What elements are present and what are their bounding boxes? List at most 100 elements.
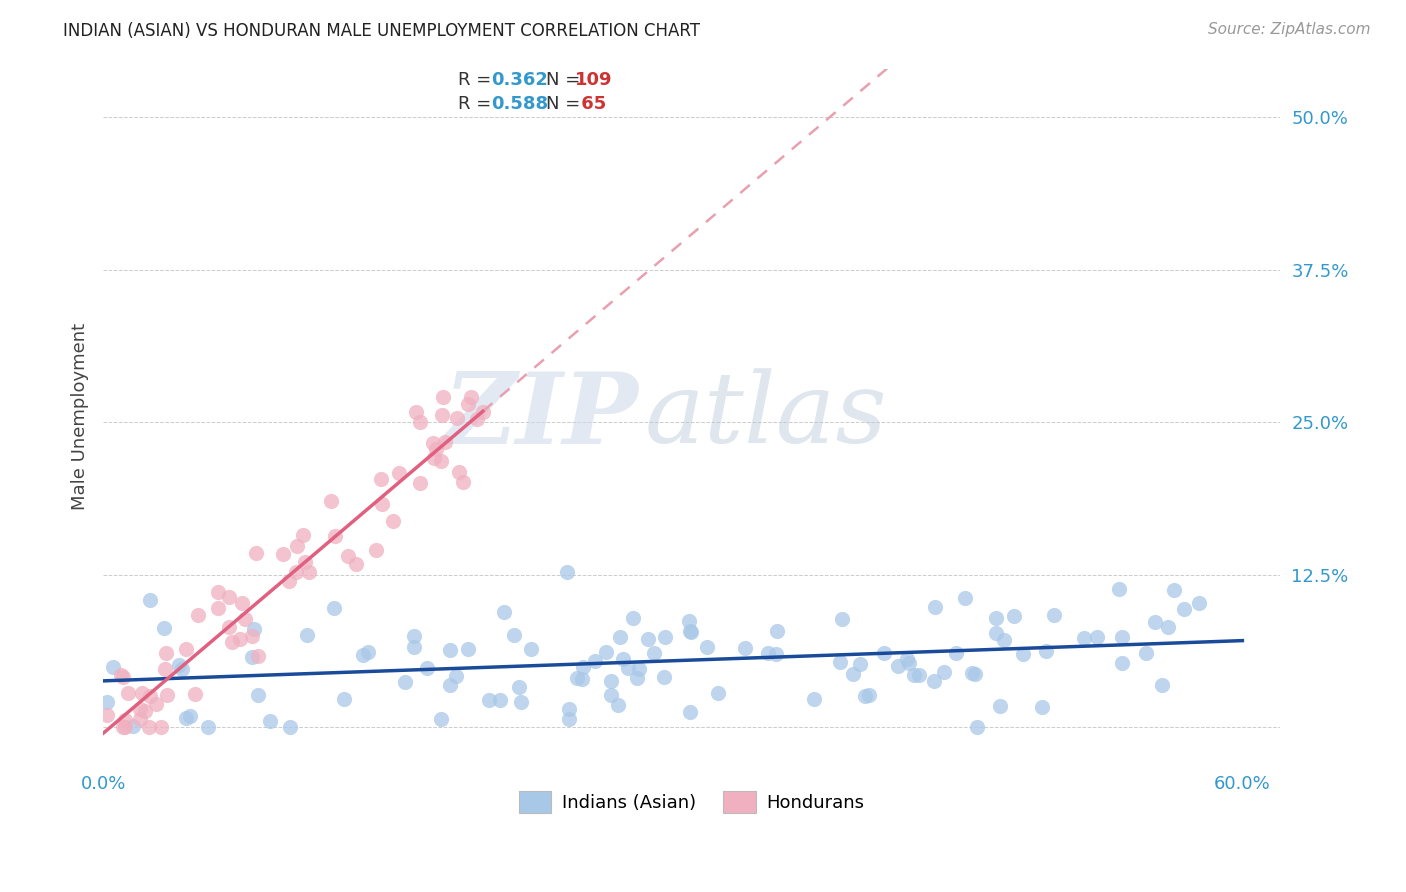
- Text: INDIAN (ASIAN) VS HONDURAN MALE UNEMPLOYMENT CORRELATION CHART: INDIAN (ASIAN) VS HONDURAN MALE UNEMPLOY…: [63, 22, 700, 40]
- Point: [681, 625, 703, 640]
- Point: [637, 632, 659, 646]
- Point: [432, 391, 454, 405]
- Point: [609, 630, 631, 644]
- Point: [1073, 631, 1095, 645]
- Point: [842, 666, 865, 681]
- Point: [984, 611, 1007, 625]
- Point: [233, 611, 256, 625]
- Point: [960, 665, 983, 680]
- Point: [221, 634, 243, 648]
- Point: [332, 692, 354, 706]
- Text: R =: R =: [458, 71, 498, 89]
- Point: [934, 665, 956, 679]
- Point: [167, 658, 190, 673]
- Point: [430, 712, 453, 726]
- Point: [153, 622, 176, 636]
- Point: [471, 405, 494, 419]
- Point: [922, 674, 945, 689]
- Point: [583, 654, 606, 668]
- Point: [371, 497, 394, 511]
- Point: [174, 641, 197, 656]
- Point: [128, 702, 150, 716]
- Point: [231, 595, 253, 609]
- Point: [298, 565, 321, 579]
- Point: [409, 416, 432, 430]
- Point: [111, 720, 134, 734]
- Point: [117, 686, 139, 700]
- Point: [323, 600, 346, 615]
- Point: [139, 593, 162, 607]
- Point: [295, 628, 318, 642]
- Point: [134, 704, 156, 718]
- Point: [247, 648, 270, 663]
- Point: [425, 442, 447, 456]
- Point: [370, 472, 392, 486]
- Point: [510, 695, 533, 709]
- Point: [924, 600, 946, 615]
- Point: [229, 632, 252, 646]
- Point: [240, 649, 263, 664]
- Point: [1085, 630, 1108, 644]
- Point: [352, 648, 374, 662]
- Point: [1150, 678, 1173, 692]
- Point: [984, 626, 1007, 640]
- Point: [600, 688, 623, 702]
- Text: 0.362: 0.362: [491, 71, 547, 89]
- Point: [494, 605, 516, 619]
- Point: [150, 720, 173, 734]
- Point: [679, 705, 702, 719]
- Point: [1144, 615, 1167, 629]
- Point: [896, 652, 918, 666]
- Point: [114, 713, 136, 727]
- Point: [567, 671, 589, 685]
- Point: [652, 670, 675, 684]
- Point: [457, 397, 479, 411]
- Point: [503, 628, 526, 642]
- Point: [558, 701, 581, 715]
- Point: [96, 707, 118, 722]
- Point: [430, 408, 453, 422]
- Point: [323, 529, 346, 543]
- Point: [291, 528, 314, 542]
- Point: [114, 720, 136, 734]
- Point: [382, 514, 405, 528]
- Point: [696, 640, 718, 654]
- Text: N =: N =: [546, 71, 585, 89]
- Point: [953, 591, 976, 606]
- Point: [572, 660, 595, 674]
- Point: [654, 630, 676, 644]
- Point: [607, 698, 630, 713]
- Point: [101, 660, 124, 674]
- Point: [439, 678, 461, 692]
- Point: [621, 611, 644, 625]
- Point: [278, 720, 301, 734]
- Point: [444, 669, 467, 683]
- Point: [357, 645, 380, 659]
- Point: [409, 475, 432, 490]
- Point: [449, 465, 471, 479]
- Point: [617, 661, 640, 675]
- Point: [965, 666, 987, 681]
- Point: [853, 689, 876, 703]
- Point: [294, 555, 316, 569]
- Text: 109: 109: [575, 71, 613, 89]
- Point: [207, 600, 229, 615]
- Point: [849, 657, 872, 671]
- Point: [110, 668, 132, 682]
- Legend: Indians (Asian), Hondurans: Indians (Asian), Hondurans: [508, 780, 876, 824]
- Point: [908, 668, 931, 682]
- Point: [402, 629, 425, 643]
- Point: [599, 674, 621, 689]
- Y-axis label: Male Unemployment: Male Unemployment: [72, 323, 89, 509]
- Point: [285, 539, 308, 553]
- Point: [155, 646, 177, 660]
- Point: [678, 614, 700, 628]
- Point: [1173, 602, 1195, 616]
- Point: [1111, 656, 1133, 670]
- Point: [612, 652, 634, 666]
- Point: [259, 714, 281, 729]
- Point: [404, 640, 426, 654]
- Point: [433, 434, 456, 449]
- Point: [679, 624, 702, 638]
- Point: [1002, 609, 1025, 624]
